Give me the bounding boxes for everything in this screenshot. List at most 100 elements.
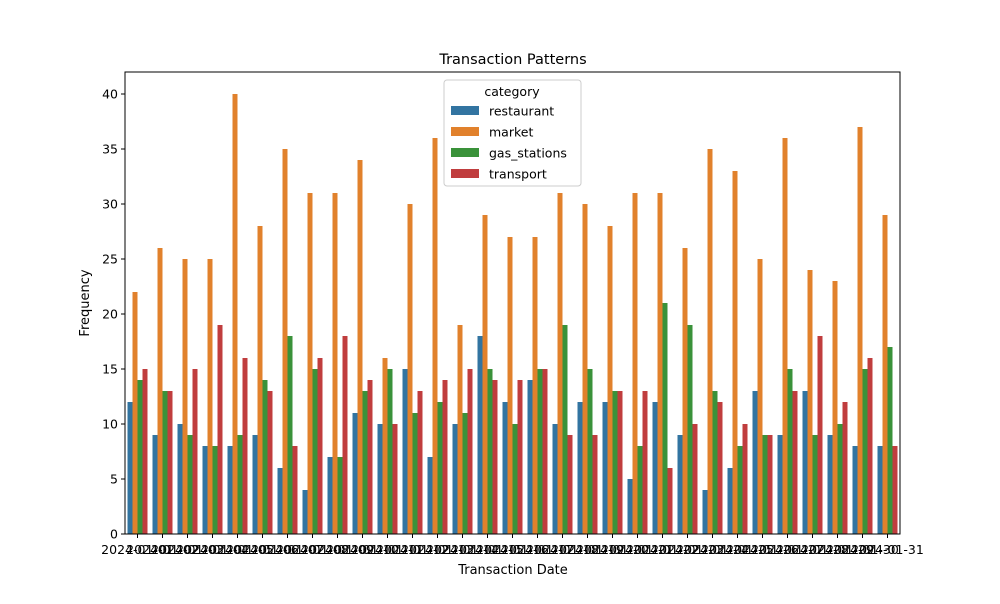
bar-market [607,226,613,534]
bar-restaurant [802,391,808,534]
bar-gas_stations [612,391,618,534]
bar-restaurant [177,424,183,534]
x-tick-label: 2024-01-09 [301,542,374,557]
bar-transport [692,424,698,534]
bar-restaurant [877,446,883,534]
legend-label-market: market [489,125,533,140]
x-axis-label: Transaction Date [457,563,568,578]
bar-gas_stations [362,391,368,534]
bars-layer [127,94,898,534]
bar-transport [517,380,523,534]
bar-gas_stations [212,446,218,534]
x-tick-label: 2024-01-02 [126,542,199,557]
bar-transport [667,468,673,534]
bar-transport [492,380,498,534]
bar-market [857,127,863,534]
bar-restaurant [752,391,758,534]
x-tick-label: 2024-01-15 [451,542,524,557]
x-tick-label: 2024-01-28 [776,542,849,557]
bar-transport [642,391,648,534]
x-tick-label: 2024-01-05 [201,542,274,557]
bar-gas_stations [487,369,493,534]
bar-market [657,193,663,534]
bar-market [232,94,238,534]
bar-restaurant [702,490,708,534]
legend-swatch-gas_stations [451,148,479,157]
bar-gas_stations [712,391,718,534]
plot-frame [124,71,901,535]
bar-gas_stations [837,424,843,534]
bar-transport [567,435,573,534]
bar-transport [767,435,773,534]
bar-transport [417,391,423,534]
bar-restaurant [477,336,483,534]
y-tick-label: 0 [110,527,118,542]
bar-gas_stations [287,336,293,534]
bar-market [157,248,163,534]
bar-market [582,204,588,534]
bar-gas_stations [762,435,768,534]
bar-restaurant [627,479,633,534]
bar-transport [742,424,748,534]
bar-gas_stations [887,347,893,534]
bar-transport [792,391,798,534]
bar-restaurant [652,402,658,534]
bar-market [832,281,838,534]
y-tick-label: 30 [102,197,118,212]
bar-market [407,204,413,534]
legend-label-restaurant: restaurant [489,104,554,119]
bar-restaurant [727,468,733,534]
x-tick-label: 2024-01-31 [851,542,924,557]
bar-gas_stations [412,413,418,534]
x-tick-label: 2024-01-06 [226,542,299,557]
bar-transport [142,369,148,534]
bar-market [507,237,513,534]
x-tick-label: 2024-01-21 [601,542,674,557]
y-axis: 0 5 10 15 20 25 30 35 40 [102,87,125,542]
bar-restaurant [777,435,783,534]
bar-market [807,270,813,534]
bar-market [307,193,313,534]
bar-market [357,160,363,534]
y-tick-label: 5 [110,472,118,487]
x-tick-label: 2024-01-14 [426,542,499,557]
bar-market [382,358,388,534]
bar-market [882,215,888,534]
bar-market [757,259,763,534]
bar-restaurant [202,446,208,534]
bar-gas_stations [687,325,693,534]
bar-gas_stations [662,303,668,534]
bar-gas_stations [312,369,318,534]
x-tick-label: 2024-01-10 [326,542,399,557]
x-tick-label: 2024-01-30 [826,542,899,557]
x-tick-label: 2024-01-29 [801,542,874,557]
bar-restaurant [602,402,608,534]
legend-swatch-transport [451,169,479,178]
x-tick-label: 2024-01-17 [501,542,574,557]
bar-transport [192,369,198,534]
bar-gas_stations [812,435,818,534]
bar-transport [892,446,898,534]
bar-market [432,138,438,534]
bar-transport [467,369,473,534]
y-tick-label: 10 [102,417,118,432]
x-tick-label: 2024-01-08 [276,542,349,557]
x-tick-label: 2024-01-22 [626,542,699,557]
bar-restaurant [377,424,383,534]
bar-transport [392,424,398,534]
x-tick-label: 2024-01-04 [176,542,249,557]
bar-market [707,149,713,534]
bar-transport [217,325,223,534]
bar-transport [367,380,373,534]
x-tick-label: 2024-01-16 [476,542,549,557]
bar-restaurant [577,402,583,534]
bar-gas_stations [637,446,643,534]
bar-market [282,149,288,534]
bar-transport [292,446,298,534]
bar-gas_stations [862,369,868,534]
bar-gas_stations [587,369,593,534]
bar-transport [167,391,173,534]
bar-restaurant [302,490,308,534]
